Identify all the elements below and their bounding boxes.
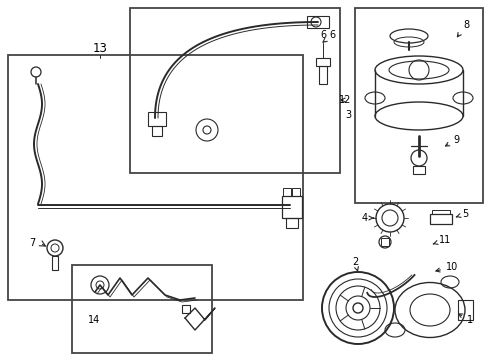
Text: 8: 8 — [456, 20, 468, 37]
Text: 11: 11 — [432, 235, 450, 245]
Bar — [457, 300, 472, 320]
Bar — [148, 112, 165, 126]
Text: 7: 7 — [29, 238, 35, 248]
Bar — [8, 55, 303, 300]
Text: 6: 6 — [319, 30, 325, 40]
Text: 6: 6 — [322, 30, 334, 42]
Bar — [152, 126, 162, 136]
Bar — [182, 305, 190, 313]
Text: 9: 9 — [445, 135, 458, 146]
Text: 2: 2 — [351, 257, 358, 271]
Text: 5: 5 — [455, 209, 467, 219]
Bar — [429, 214, 451, 224]
Text: 1: 1 — [458, 314, 472, 325]
Text: 14: 14 — [88, 315, 100, 325]
Bar — [431, 210, 449, 214]
Bar — [283, 188, 290, 196]
Text: 4: 4 — [361, 213, 373, 223]
Text: 12: 12 — [338, 95, 350, 105]
Text: 10: 10 — [435, 262, 457, 272]
Text: 3: 3 — [344, 110, 350, 120]
Bar — [380, 238, 388, 246]
Bar — [72, 265, 212, 353]
Text: 13: 13 — [92, 41, 107, 54]
Bar — [315, 58, 329, 66]
Bar — [285, 218, 297, 228]
Bar — [318, 66, 326, 84]
Bar — [306, 16, 328, 28]
Bar — [354, 8, 482, 203]
Bar — [130, 8, 339, 173]
Bar — [52, 256, 58, 270]
Bar — [412, 166, 424, 174]
Bar — [291, 188, 299, 196]
Bar — [282, 196, 302, 218]
